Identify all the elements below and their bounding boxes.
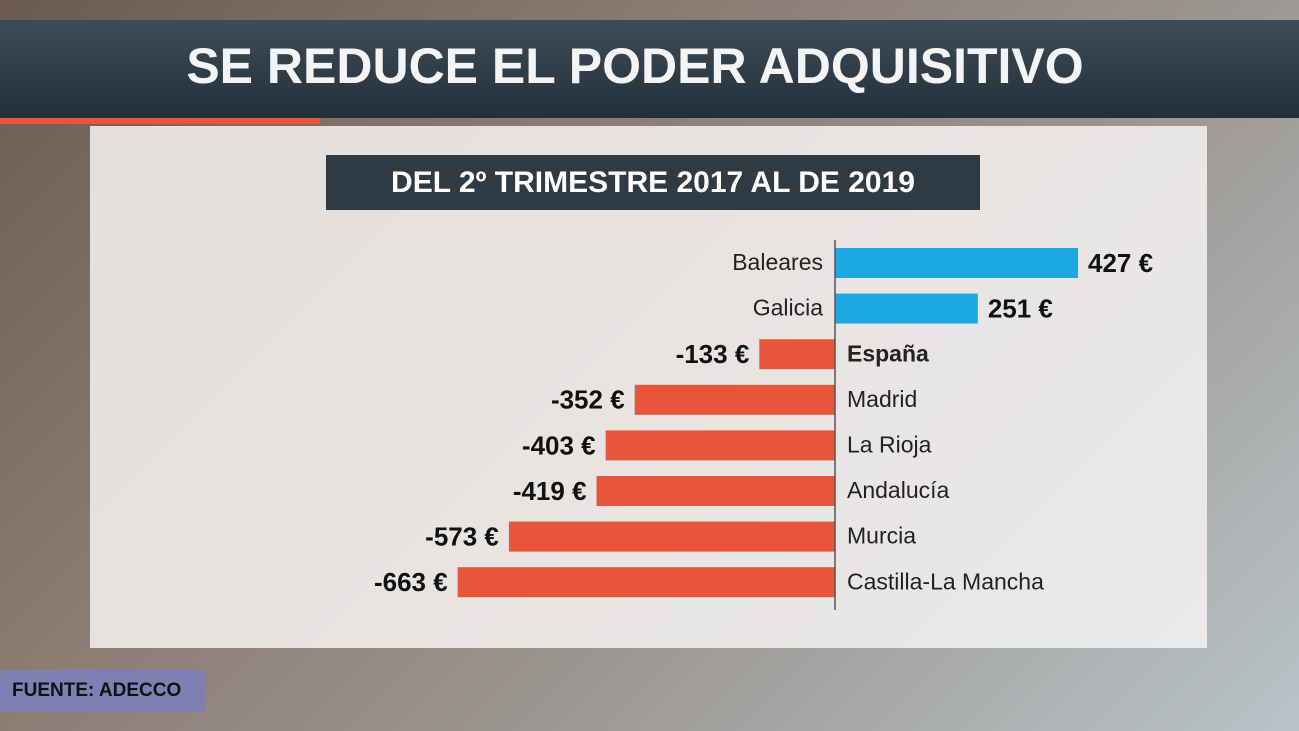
source: FUENTE: ADECCO [12,680,181,701]
value-label: -663 € [374,567,448,597]
value-label: -419 € [513,476,587,506]
subtitle-box [326,155,980,210]
bar [457,567,835,598]
bar [605,430,835,461]
bar [759,339,835,370]
category-label: Galicia [753,295,824,321]
value-label: -403 € [522,430,596,460]
category-label: La Rioja [847,431,932,457]
subtitle: DEL 2º TRIMESTRE 2017 AL DE 2019 [391,166,915,199]
bar [596,476,835,506]
source-box [0,670,206,712]
bar [634,384,835,415]
category-label: Madrid [847,386,917,412]
value-label: -573 € [425,521,499,551]
plot: Baleares 427 € Galicia 251 € España -133 € Mad… [374,248,1153,598]
value-label: -133 € [676,339,750,369]
header-accent [0,118,320,124]
value-label: 427 € [1088,248,1153,278]
category-label: Castilla-La Mancha [847,568,1044,594]
category-label: España [847,340,929,366]
bar [508,521,835,552]
bar [835,248,1078,278]
category-label: Baleares [732,249,823,275]
header-band [0,20,1299,118]
bar [835,293,978,324]
category-label: Andalucía [847,477,950,503]
category-label: Murcia [847,523,916,549]
value-label: -352 € [551,385,625,415]
chart-title: SE REDUCE EL PODER ADQUISITIVO [186,38,1083,94]
value-label: 251 € [988,293,1053,323]
